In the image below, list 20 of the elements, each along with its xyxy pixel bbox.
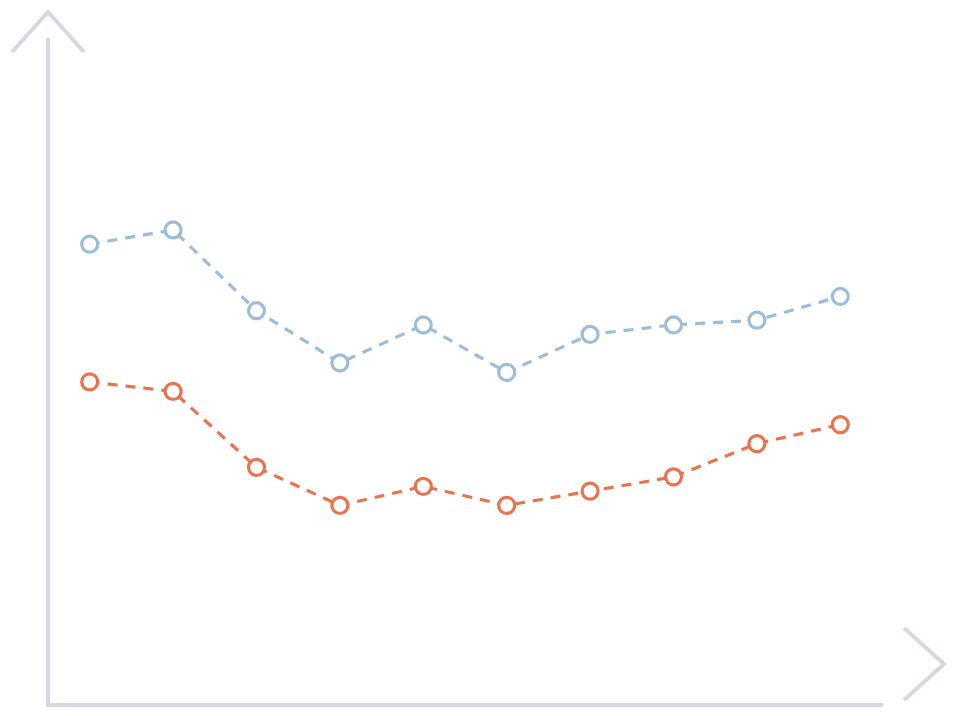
point [80,372,100,392]
point [413,476,433,496]
point [497,495,517,515]
point [163,220,183,240]
point [580,481,600,501]
point [330,495,350,515]
point [580,324,600,345]
point [163,381,183,401]
point [830,415,850,435]
point [80,234,100,254]
point [413,315,433,335]
point [246,301,267,321]
point [747,310,767,330]
point [663,315,684,335]
point [330,353,350,373]
point [663,467,684,487]
point [497,362,517,382]
point [246,457,267,477]
point [830,286,850,307]
point [747,434,767,454]
